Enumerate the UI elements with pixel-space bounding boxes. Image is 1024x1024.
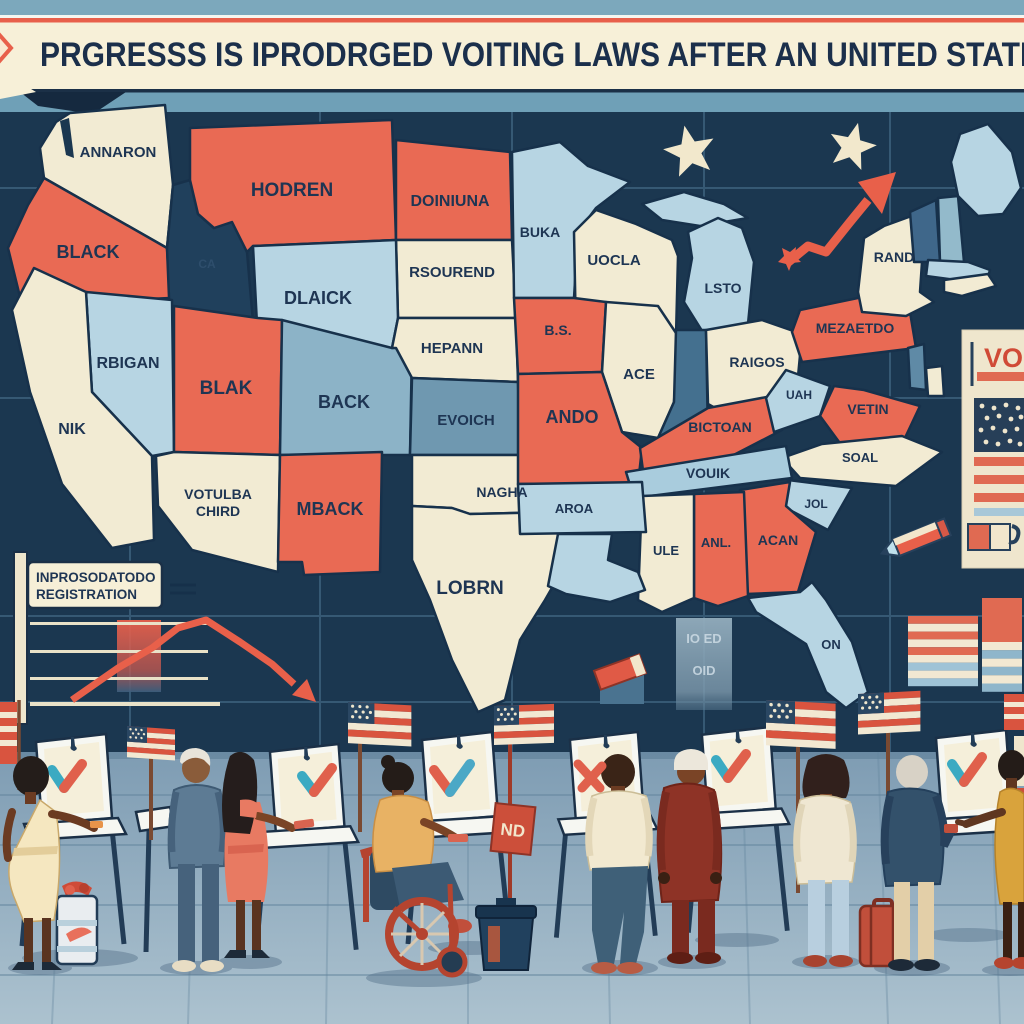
svg-text:BUKA: BUKA — [520, 224, 560, 240]
svg-text:HODREN: HODREN — [251, 180, 333, 201]
svg-text:UOCLA: UOCLA — [587, 252, 640, 269]
svg-text:JOL: JOL — [804, 497, 827, 511]
svg-text:VETIN: VETIN — [847, 401, 888, 417]
svg-text:ULE: ULE — [653, 543, 679, 558]
svg-text:PRGRESSS IS IPRODRGED VOITING: PRGRESSS IS IPRODRGED VOITING LAWS AFTER… — [40, 36, 1024, 74]
svg-text:NAGHA: NAGHA — [476, 484, 527, 500]
svg-text:LOBRN: LOBRN — [436, 578, 504, 599]
svg-text:REGISTRATION: REGISTRATION — [36, 587, 137, 602]
svg-text:RBIGAN: RBIGAN — [96, 355, 159, 372]
svg-text:BLACK: BLACK — [57, 242, 120, 262]
svg-text:MBACK: MBACK — [297, 499, 364, 519]
svg-text:RAIGOS: RAIGOS — [729, 354, 784, 370]
svg-text:BLAK: BLAK — [200, 378, 253, 399]
svg-text:RAND: RAND — [874, 249, 914, 265]
svg-text:ACE: ACE — [623, 366, 655, 383]
svg-text:UAH: UAH — [786, 388, 812, 402]
svg-text:DLAICK: DLAICK — [284, 288, 352, 308]
svg-text:NIK: NIK — [58, 421, 86, 438]
svg-text:CA: CA — [198, 257, 216, 271]
svg-text:DOINIUNA: DOINIUNA — [410, 193, 490, 210]
svg-text:HEPANN: HEPANN — [421, 340, 483, 357]
svg-text:MEZAETDO: MEZAETDO — [816, 320, 895, 336]
svg-text:INPROSODATODO: INPROSODATODO — [36, 570, 156, 585]
svg-text:ANL.: ANL. — [701, 535, 731, 550]
svg-text:AROA: AROA — [555, 501, 594, 516]
svg-text:EVOICH: EVOICH — [437, 412, 495, 429]
svg-text:ON: ON — [821, 637, 841, 652]
svg-text:ND: ND — [500, 820, 526, 841]
svg-text:RSOUREND: RSOUREND — [409, 264, 495, 281]
svg-text:ANNARON: ANNARON — [80, 144, 157, 161]
svg-text:B.S.: B.S. — [544, 322, 571, 338]
svg-text:LSTO: LSTO — [704, 280, 741, 296]
svg-text:OID: OID — [692, 663, 715, 678]
svg-text:ACAN: ACAN — [758, 532, 798, 548]
svg-text:IO ED: IO ED — [686, 631, 721, 646]
svg-text:VOTULBA: VOTULBA — [184, 486, 252, 502]
svg-text:BICTOAN: BICTOAN — [688, 419, 752, 435]
svg-text:BACK: BACK — [318, 392, 370, 412]
svg-text:VO: VO — [984, 343, 1023, 373]
svg-text:CHIRD: CHIRD — [196, 503, 240, 519]
svg-text:SOAL: SOAL — [842, 450, 878, 465]
svg-text:VOUIK: VOUIK — [686, 465, 730, 481]
svg-text:ANDO: ANDO — [546, 407, 599, 427]
